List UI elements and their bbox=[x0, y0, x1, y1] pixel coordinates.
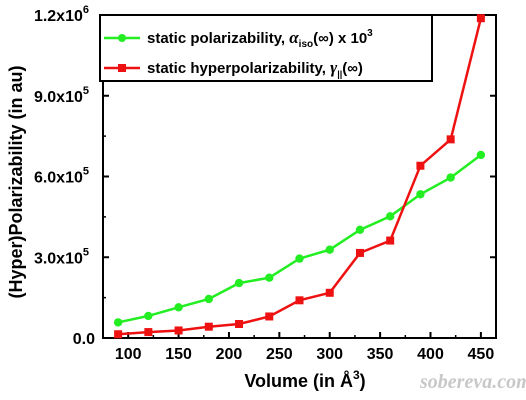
x-tick-label: 350 bbox=[367, 346, 394, 363]
legend-text-2: static hyperpolarizability, bbox=[147, 60, 330, 77]
legend: static polarizability, αiso(∞) x 103 sta… bbox=[99, 14, 433, 82]
data-point-series-1 bbox=[144, 311, 153, 321]
legend-entry-hyperpolarizability: static hyperpolarizability, γ||(∞) bbox=[147, 58, 363, 79]
data-point-series-1 bbox=[446, 173, 455, 182]
watermark: sobereva.com bbox=[419, 371, 526, 393]
data-point-series-1 bbox=[416, 190, 425, 199]
data-point-series-1 bbox=[295, 254, 304, 263]
y-tick-label: 9.0x105 bbox=[34, 85, 89, 106]
data-point-series-2 bbox=[204, 322, 213, 331]
data-point-series-1 bbox=[204, 294, 214, 304]
legend-tail-2: (∞) bbox=[342, 60, 363, 77]
data-point-series-2 bbox=[144, 328, 153, 337]
data-point-series-2 bbox=[235, 320, 244, 329]
data-point-series-1 bbox=[113, 318, 123, 327]
legend-symbol-alpha: α bbox=[289, 28, 299, 47]
x-tick-label: 200 bbox=[216, 346, 243, 363]
legend-text-1: static polarizability, bbox=[147, 30, 289, 47]
x-axis-title-main: Volume (in Å bbox=[244, 371, 353, 391]
data-point-series-2 bbox=[355, 248, 364, 257]
x-tick-label: 300 bbox=[316, 346, 343, 363]
x-axis-title-close: ) bbox=[360, 371, 366, 391]
y-tick-label: 6.0x105 bbox=[34, 166, 89, 187]
data-point-series-1 bbox=[385, 212, 395, 221]
legend-sub-parallel: || bbox=[337, 69, 342, 79]
data-point-series-1 bbox=[325, 245, 334, 254]
data-point-series-2 bbox=[114, 330, 123, 339]
x-axis-title-sup: 3 bbox=[353, 368, 360, 382]
data-point-series-2 bbox=[174, 326, 183, 335]
data-point-series-1 bbox=[476, 150, 486, 160]
y-tick-label: 0.0 bbox=[73, 331, 95, 348]
y-tick-label: 1.2x106 bbox=[34, 4, 89, 25]
legend-sup-3: 3 bbox=[367, 28, 373, 39]
data-point-series-1 bbox=[355, 225, 365, 234]
data-point-series-2 bbox=[325, 288, 334, 297]
data-point-series-2 bbox=[295, 296, 304, 305]
y-tick-label: 3.0x105 bbox=[34, 246, 89, 267]
data-point-series-2 bbox=[476, 14, 485, 23]
data-point-series-2 bbox=[446, 135, 455, 144]
legend-symbol-gamma: γ bbox=[330, 58, 338, 77]
x-axis-title: Volume (in Å3) bbox=[244, 368, 365, 391]
legend-entry-polarizability: static polarizability, αiso(∞) x 103 bbox=[147, 28, 373, 50]
x-tick-label: 400 bbox=[417, 346, 444, 363]
data-point-series-1 bbox=[234, 278, 244, 288]
legend-sub-iso: iso bbox=[299, 39, 313, 50]
legend-box bbox=[99, 14, 433, 82]
legend-marker-polarizability bbox=[118, 34, 126, 42]
legend-tail-1: (∞) x 10 bbox=[313, 30, 367, 47]
x-tick-label: 150 bbox=[165, 346, 192, 363]
data-point-series-1 bbox=[174, 303, 183, 312]
x-tick-label: 250 bbox=[266, 346, 293, 363]
data-point-series-2 bbox=[265, 312, 274, 321]
legend-marker-hyperpolarizability bbox=[118, 64, 126, 72]
data-point-series-2 bbox=[386, 236, 395, 245]
data-point-series-1 bbox=[265, 273, 274, 282]
data-point-series-2 bbox=[416, 161, 425, 170]
y-axis-title: (Hyper)Polarizability (in au) bbox=[6, 65, 26, 298]
x-tick-label: 450 bbox=[468, 346, 495, 363]
x-tick-label: 100 bbox=[115, 346, 142, 363]
